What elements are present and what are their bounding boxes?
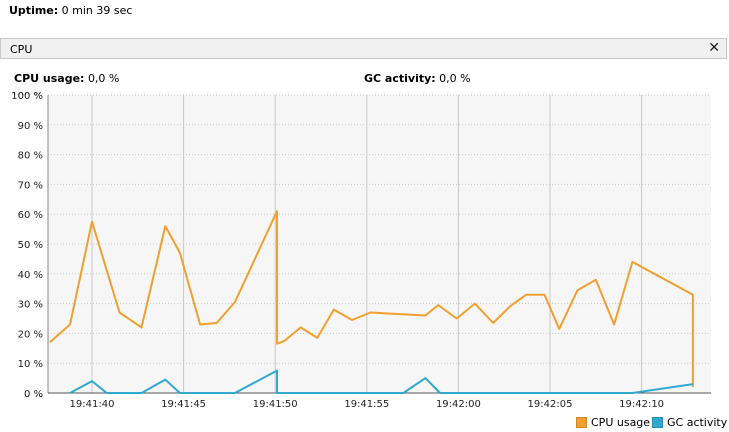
x-tick-label: 19:41:40 — [70, 399, 115, 410]
y-tick-label: 50 % — [18, 240, 43, 251]
x-tick-label: 19:42:10 — [619, 399, 664, 410]
cpu-usage-metric: CPU usage: 0,0 % — [14, 72, 119, 85]
legend-gc-activity: GC activity — [652, 416, 727, 429]
y-tick-label: 10 % — [18, 359, 43, 370]
y-tick-label: 100 % — [11, 91, 43, 102]
x-tick-label: 19:41:50 — [253, 399, 298, 410]
gc-activity-series-line — [69, 369, 694, 394]
y-tick-label: 80 % — [18, 151, 43, 162]
close-icon[interactable]: ✕ — [708, 40, 720, 56]
x-tick-label: 19:41:55 — [344, 399, 389, 410]
cpu-usage-label: CPU usage: — [14, 72, 85, 85]
legend-gc-swatch — [652, 417, 663, 428]
y-tick-label: 70 % — [18, 180, 43, 191]
gc-activity-label: GC activity: — [364, 72, 436, 85]
legend-cpu-usage: CPU usage — [576, 416, 650, 429]
uptime-value: 0 min 39 sec — [61, 4, 133, 17]
cpu-panel-header: CPU ✕ — [0, 38, 727, 59]
left-mask — [0, 95, 47, 395]
legend-cpu-swatch — [576, 417, 587, 428]
y-tick-label: 0 % — [24, 389, 43, 400]
y-tick-label: 60 % — [18, 210, 43, 221]
cpu-chart: 0 % 10 % 20 % 30 % 40 % 50 % 60 % 70 % 80 % 90 % 1… — [0, 91, 711, 410]
y-tick-label: 40 % — [18, 270, 43, 281]
panel-title: CPU — [10, 43, 33, 56]
uptime-label: Uptime: — [9, 4, 59, 17]
cpu-usage-series-line — [49, 210, 694, 387]
cpu-usage-value: 0,0 % — [87, 72, 120, 85]
y-tick-label: 20 % — [18, 329, 43, 340]
x-tick-label: 19:41:45 — [161, 399, 206, 410]
uptime-indicator: Uptime: 0 min 39 sec — [9, 4, 132, 17]
y-tick-label: 90 % — [18, 121, 43, 132]
legend-cpu-label: CPU usage — [591, 416, 651, 429]
gc-activity-metric: GC activity: 0,0 % — [364, 72, 471, 85]
y-tick-label: 30 % — [18, 300, 43, 311]
legend-gc-label: GC activity — [667, 416, 728, 429]
x-tick-label: 19:42:00 — [436, 399, 481, 410]
gc-activity-value: 0,0 % — [439, 72, 471, 85]
x-tick-label: 19:42:05 — [528, 399, 573, 410]
